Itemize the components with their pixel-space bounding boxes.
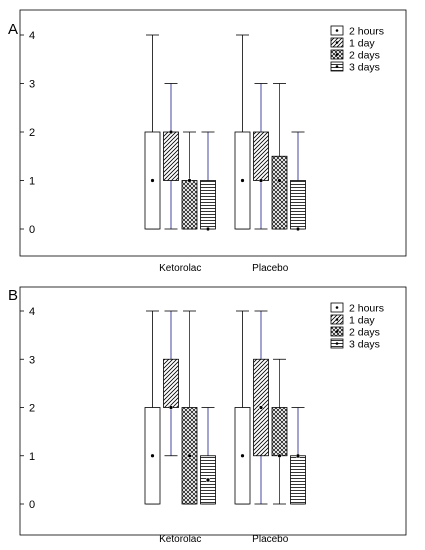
- plot-frame: [19, 9, 407, 257]
- panel-letter: B: [8, 287, 18, 304]
- box-3-days: [200, 180, 216, 230]
- median-marker: [277, 454, 282, 458]
- median-marker: [206, 478, 210, 482]
- y-tick-label: 3: [29, 354, 35, 366]
- y-tick-label: 3: [29, 79, 35, 91]
- legend-marker: [335, 318, 339, 321]
- legend-marker: [335, 53, 339, 56]
- legend-marker: [335, 65, 339, 68]
- median-marker: [169, 405, 173, 410]
- legend-label: 2 days: [349, 327, 380, 339]
- y-tick-label: 0: [29, 224, 35, 236]
- box-2-days: [271, 155, 288, 230]
- y-tick-label: 2: [29, 127, 35, 139]
- box-2-days: [181, 180, 198, 230]
- median-marker: [169, 130, 173, 134]
- median-marker: [259, 178, 263, 183]
- legend-label: 3 days: [349, 339, 380, 351]
- legend-label: 2 hours: [349, 303, 384, 315]
- median-marker: [296, 454, 300, 458]
- y-tick-label: 4: [29, 30, 35, 42]
- y-tick-label: 1: [29, 176, 35, 188]
- median-marker: [150, 178, 155, 183]
- box-1-day: [163, 358, 179, 408]
- box-3-days: [290, 455, 306, 505]
- median-marker: [296, 227, 300, 231]
- legend-marker: [335, 29, 339, 32]
- y-tick-label: 2: [29, 403, 35, 415]
- y-tick-label: 4: [29, 306, 35, 318]
- median-marker: [187, 454, 192, 458]
- median-marker: [259, 405, 263, 410]
- legend-marker: [335, 41, 339, 44]
- median-marker: [240, 454, 245, 458]
- legend-marker: [335, 306, 339, 309]
- legend-label: 1 day: [349, 315, 375, 327]
- median-marker: [277, 178, 282, 183]
- median-marker: [206, 227, 210, 231]
- legend-label: 2 hours: [349, 26, 384, 38]
- legend-label: 2 days: [349, 50, 380, 62]
- median-marker: [240, 178, 245, 183]
- median-marker: [150, 454, 155, 458]
- plot-frame: [19, 286, 407, 536]
- legend-marker: [335, 342, 339, 345]
- box-1-day: [163, 131, 179, 181]
- y-tick-label: 1: [29, 451, 35, 463]
- box-1-day: [253, 131, 269, 181]
- box-3-days: [290, 180, 306, 230]
- x-category-label: Ketorolac: [159, 263, 201, 274]
- box-2-days: [271, 407, 288, 457]
- legend-marker: [335, 330, 339, 333]
- legend-label: 1 day: [349, 38, 375, 50]
- x-category-label: Placebo: [252, 263, 289, 274]
- x-category-label: Placebo: [252, 534, 289, 545]
- panel-letter: A: [8, 21, 18, 38]
- legend-label: 3 days: [349, 62, 380, 74]
- median-marker: [187, 178, 192, 183]
- y-tick-label: 0: [29, 499, 35, 511]
- x-category-label: Ketorolac: [159, 534, 201, 545]
